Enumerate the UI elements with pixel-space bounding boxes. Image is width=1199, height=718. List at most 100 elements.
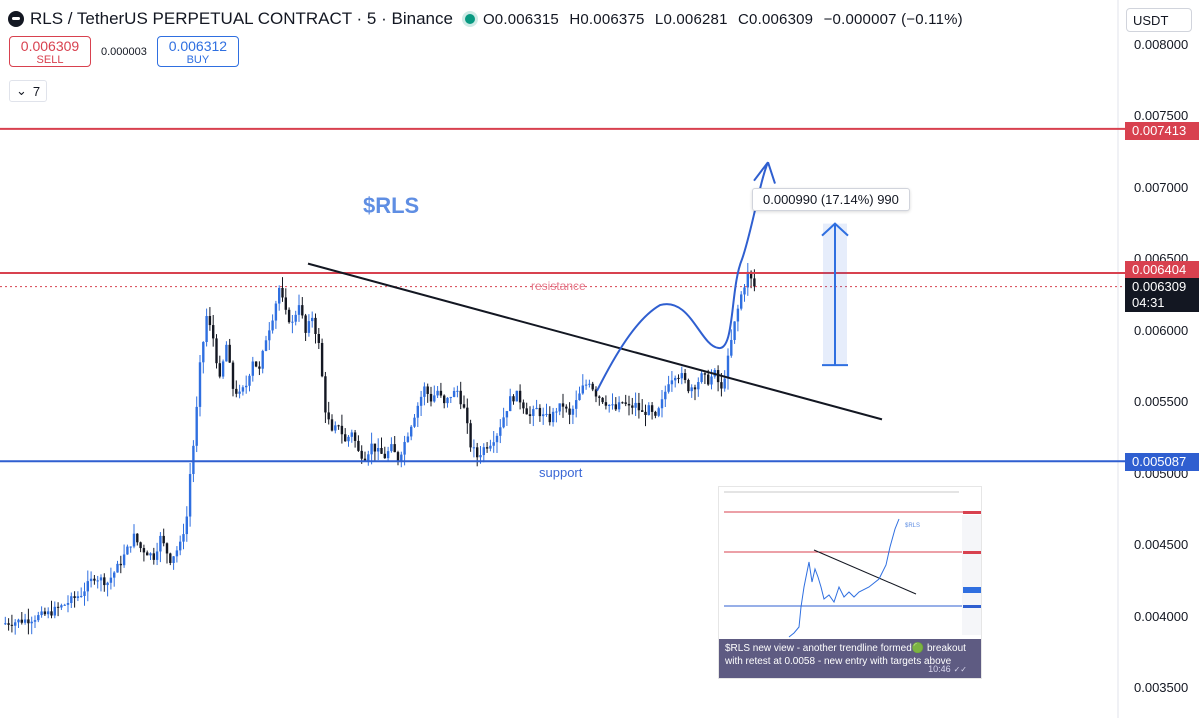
- candle-body: [594, 389, 598, 397]
- candle-body: [198, 362, 202, 407]
- buy-label: BUY: [186, 54, 210, 66]
- candle-body: [274, 303, 278, 321]
- candle-body: [53, 606, 56, 616]
- buy-button[interactable]: 0.006312 BUY: [156, 36, 239, 67]
- candle-body: [386, 451, 390, 459]
- candle-body: [218, 363, 221, 377]
- upper-price-tag: 0.007413: [1125, 122, 1199, 140]
- candle-body: [525, 408, 528, 415]
- candle-body: [99, 577, 103, 581]
- candle-body: [340, 425, 344, 435]
- candle-body: [489, 445, 492, 449]
- candle-body: [558, 403, 561, 412]
- candle-body: [433, 395, 436, 402]
- candle-body: [406, 436, 410, 442]
- candle-body: [753, 278, 756, 287]
- candle-body: [697, 382, 700, 390]
- candle-body: [320, 342, 324, 377]
- candle-body: [667, 384, 670, 392]
- candle-body: [281, 287, 284, 298]
- candle-body: [188, 474, 192, 517]
- candle-body: [700, 373, 703, 383]
- candle-body: [479, 455, 482, 458]
- candle-body: [380, 447, 383, 454]
- price-axis-label: 0.007500: [1134, 108, 1189, 124]
- candle-body: [446, 397, 449, 404]
- candle-body: [604, 402, 608, 406]
- candle-body: [76, 596, 80, 599]
- candle-body: [485, 447, 489, 449]
- candle-body: [396, 452, 400, 462]
- candle-body: [555, 411, 558, 413]
- candle-body: [664, 391, 667, 400]
- candle-body: [347, 436, 350, 442]
- candle-body: [142, 548, 146, 553]
- candle-body: [83, 591, 86, 596]
- candle-body: [611, 404, 614, 406]
- candle-body: [106, 582, 109, 586]
- candle-body: [56, 606, 60, 608]
- inset-screenshot: $RLS $RLS new view - another trendline f…: [718, 486, 982, 679]
- candle-body: [693, 387, 697, 390]
- candle-body: [254, 361, 258, 367]
- projection-curve: [596, 161, 776, 392]
- candle-body: [307, 321, 311, 333]
- candle-body: [644, 411, 647, 415]
- candle-body: [621, 402, 624, 404]
- candle-body: [129, 546, 132, 548]
- candle-body: [162, 535, 165, 544]
- candle-body: [195, 406, 198, 446]
- candle-body: [452, 391, 456, 397]
- candle-body: [383, 453, 386, 459]
- candle-body: [505, 411, 509, 418]
- candle-body: [370, 443, 373, 455]
- candle-body: [215, 338, 218, 364]
- candle-body: [350, 432, 353, 437]
- candle-body: [499, 427, 502, 436]
- candle-body: [324, 376, 327, 413]
- symbol-title[interactable]: RLS / TetherUS PERPETUAL CONTRACT · 5 · …: [30, 9, 453, 28]
- candle-body: [674, 377, 677, 381]
- candle-body: [634, 402, 637, 408]
- candle-body: [116, 563, 119, 573]
- support-label: support: [539, 465, 583, 480]
- candle-body: [660, 399, 664, 409]
- candle-body: [109, 577, 113, 583]
- candle-body: [179, 541, 182, 551]
- candle-body: [410, 426, 413, 437]
- candle-body: [367, 454, 370, 461]
- candle-body: [743, 287, 746, 295]
- candle-body: [561, 403, 565, 407]
- price-axis-label: 0.006000: [1134, 322, 1189, 338]
- candle-body: [419, 396, 423, 406]
- candle-body: [495, 435, 499, 443]
- candle-body: [400, 454, 403, 462]
- candle-body: [373, 443, 377, 452]
- candle-body: [225, 344, 228, 362]
- sell-button[interactable]: 0.006309 SELL: [9, 36, 91, 67]
- candle-body: [4, 623, 7, 625]
- candle-body: [27, 619, 30, 624]
- candle-body: [469, 423, 472, 448]
- candle-body: [575, 400, 578, 409]
- currency-selector[interactable]: USDT: [1126, 8, 1192, 32]
- order-panel: 0.006309 SELL 0.000003 0.006312 BUY: [9, 36, 239, 67]
- candle-body: [30, 621, 33, 624]
- candle-body: [472, 447, 476, 449]
- candle-body: [73, 596, 76, 599]
- candle-body: [683, 373, 687, 380]
- candle-body: [40, 611, 43, 616]
- candle-body: [175, 550, 179, 557]
- candle-body: [670, 380, 674, 385]
- price-axis-label: 0.004000: [1134, 608, 1189, 624]
- candle-body: [261, 350, 264, 369]
- candle-body: [588, 383, 591, 385]
- indicators-toggle[interactable]: ⌄ 7: [9, 80, 48, 102]
- candle-body: [413, 417, 416, 427]
- candle-body: [578, 393, 581, 401]
- measure-readout: 0.000990 (17.14%) 990: [752, 188, 910, 211]
- descending-trendline: [307, 262, 883, 421]
- candle-body: [416, 405, 419, 418]
- candle-body: [169, 553, 172, 563]
